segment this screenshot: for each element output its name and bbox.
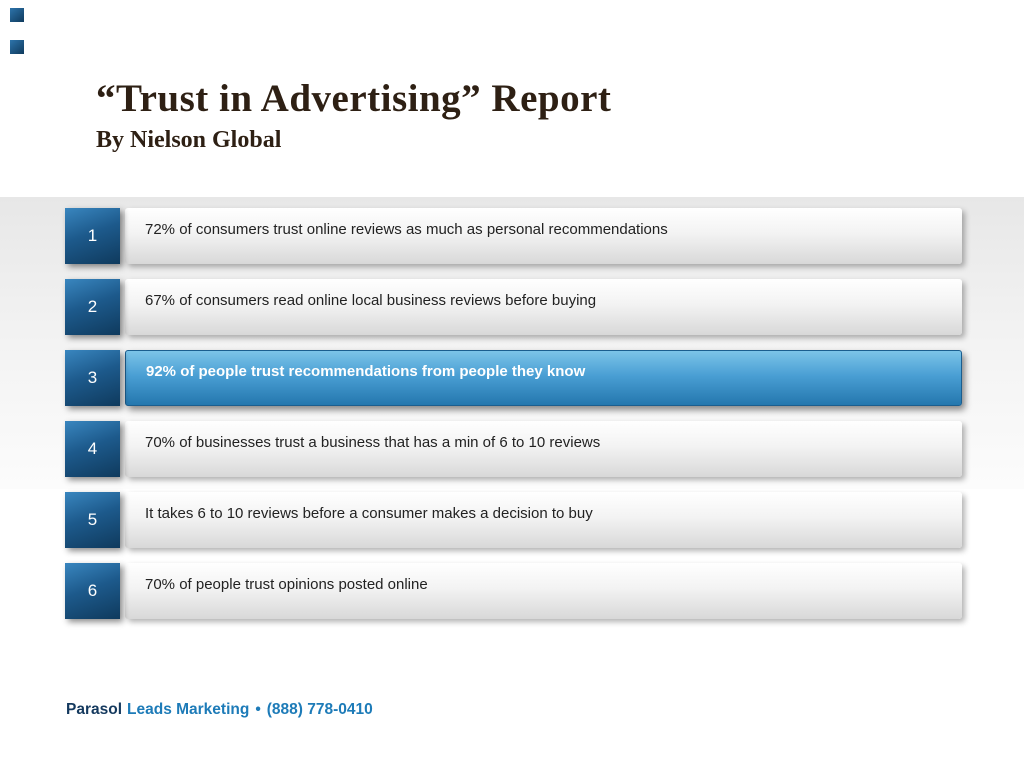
page-title: “Trust in Advertising” Report	[96, 77, 612, 120]
footer-separator: •	[255, 701, 261, 718]
corner-square-icon	[10, 40, 24, 54]
list-item: 3 92% of people trust recommendations fr…	[65, 350, 962, 406]
corner-square-icon	[10, 8, 24, 22]
item-bar: It takes 6 to 10 reviews before a consum…	[125, 492, 962, 548]
item-number-badge: 1	[65, 208, 120, 264]
list-item: 4 70% of businesses trust a business tha…	[65, 421, 962, 477]
item-text: 67% of consumers read online local busin…	[145, 292, 597, 309]
item-bar: 70% of businesses trust a business that …	[125, 421, 962, 477]
item-bar: 70% of people trust opinions posted onli…	[125, 563, 962, 619]
item-text: 70% of people trust opinions posted onli…	[145, 576, 428, 593]
item-bar: 72% of consumers trust online reviews as…	[125, 208, 962, 264]
item-text: 92% of people trust recommendations from…	[146, 363, 586, 380]
report-list: 1 72% of consumers trust online reviews …	[65, 208, 962, 619]
list-item: 5 It takes 6 to 10 reviews before a cons…	[65, 492, 962, 548]
item-text: 70% of businesses trust a business that …	[145, 434, 601, 451]
title-block: “Trust in Advertising” Report By Nielson…	[96, 77, 612, 153]
footer: Parasol Leads Marketing • (888) 778-0410	[66, 701, 373, 719]
list-item: 2 67% of consumers read online local bus…	[65, 279, 962, 335]
item-number-badge: 3	[65, 350, 120, 406]
list-item: 1 72% of consumers trust online reviews …	[65, 208, 962, 264]
page-subtitle: By Nielson Global	[96, 126, 282, 153]
item-bar: 67% of consumers read online local busin…	[125, 279, 962, 335]
item-bar: 92% of people trust recommendations from…	[125, 350, 962, 406]
footer-brand-name: Parasol	[66, 701, 123, 718]
item-text: 72% of consumers trust online reviews as…	[145, 221, 668, 238]
item-number-badge: 4	[65, 421, 120, 477]
item-number-badge: 2	[65, 279, 120, 335]
item-number-badge: 6	[65, 563, 120, 619]
list-item: 6 70% of people trust opinions posted on…	[65, 563, 962, 619]
item-number-badge: 5	[65, 492, 120, 548]
footer-phone: (888) 778-0410	[266, 701, 373, 718]
footer-brand-tagline: Leads Marketing	[127, 701, 250, 718]
item-text: It takes 6 to 10 reviews before a consum…	[145, 505, 593, 522]
